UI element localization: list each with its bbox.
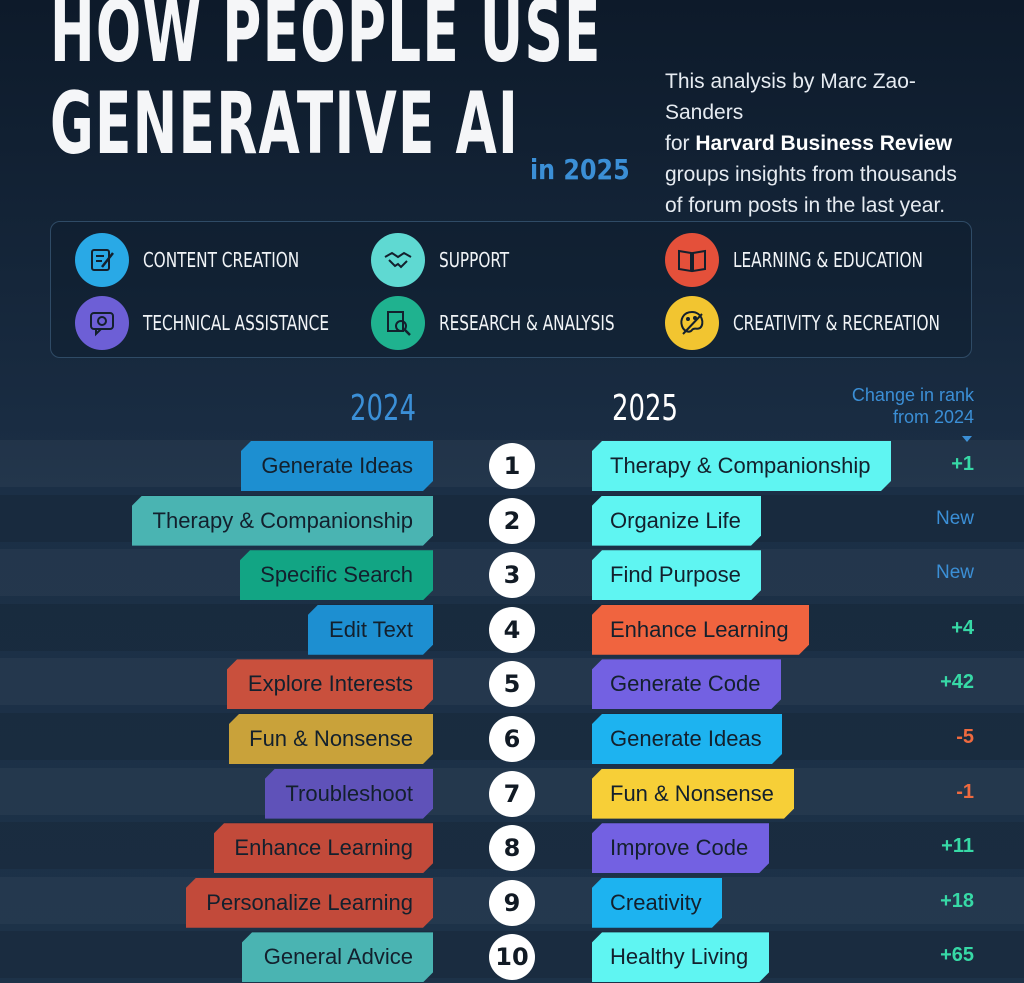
pill-2025: Generate Code xyxy=(592,659,781,709)
rank-change: +4 xyxy=(951,616,974,639)
legend-item-learning-education: LEARNING & EDUCATION xyxy=(665,233,956,287)
legend-label: RESEARCH & ANALYSIS xyxy=(439,311,615,335)
rank-badge: 6 xyxy=(489,716,535,762)
gear-chat-icon xyxy=(75,296,129,350)
rank-badge: 3 xyxy=(489,552,535,599)
column-header-2025: 2025 xyxy=(612,388,678,429)
category-legend: CONTENT CREATION SUPPORT LEARNING & EDUC… xyxy=(50,221,972,358)
legend-label: CREATIVITY & RECREATION xyxy=(733,311,940,335)
legend-item-support: SUPPORT xyxy=(371,233,522,287)
intro-text: This analysis by Marc Zao-Sanders for Ha… xyxy=(665,66,985,221)
pill-2024: Fun & Nonsense xyxy=(229,714,433,764)
rank-badge: 10 xyxy=(489,934,535,981)
pill-2024: Generate Ideas xyxy=(241,441,433,491)
pill-2025: Enhance Learning xyxy=(592,605,809,655)
documents-magnifier-icon xyxy=(371,296,425,350)
intro-line-3: groups insights from thousands xyxy=(665,163,957,186)
caret-down-icon xyxy=(962,436,972,442)
pill-2024: Troubleshoot xyxy=(265,769,433,819)
intro-line-4: of forum posts in the last year. xyxy=(665,194,946,217)
legend-item-content-creation: CONTENT CREATION xyxy=(75,233,327,287)
legend-item-creativity-recreation: CREATIVITY & RECREATION xyxy=(665,296,976,350)
rank-badge: 8 xyxy=(489,825,535,872)
notepad-pen-icon xyxy=(75,233,129,287)
handshake-icon xyxy=(371,233,425,287)
rank-badge: 5 xyxy=(489,661,535,708)
pill-2024: Personalize Learning xyxy=(186,878,433,928)
rank-change: New xyxy=(935,562,974,584)
page-title: HOW PEOPLE USE GENERATIVE AI xyxy=(50,0,602,170)
paint-palette-icon xyxy=(665,296,719,350)
pill-2025: Generate Ideas xyxy=(592,714,782,764)
pill-2024: Enhance Learning xyxy=(214,823,433,873)
open-book-icon xyxy=(665,233,719,287)
pill-2025: Healthy Living xyxy=(592,932,769,982)
legend-label: CONTENT CREATION xyxy=(143,248,300,272)
rank-change: +11 xyxy=(941,835,974,858)
legend-label: TECHNICAL ASSISTANCE xyxy=(143,311,330,335)
rank-change: +42 xyxy=(940,671,974,694)
rank-badge: 7 xyxy=(489,770,535,817)
pill-2025: Therapy & Companionship xyxy=(592,441,891,491)
legend-item-research-analysis: RESEARCH & ANALYSIS xyxy=(371,296,646,350)
pill-2024: Explore Interests xyxy=(227,659,433,709)
column-header-2024: 2024 xyxy=(350,388,416,429)
legend-item-technical-assistance: TECHNICAL ASSISTANCE xyxy=(75,296,362,350)
rank-badge: 4 xyxy=(489,606,535,653)
pill-2024: Therapy & Companionship xyxy=(132,496,433,546)
rank-change: +1 xyxy=(951,453,974,475)
rank-change: +18 xyxy=(940,889,974,912)
legend-label: SUPPORT xyxy=(439,248,510,272)
legend-label: LEARNING & EDUCATION xyxy=(733,248,923,272)
change-header-line-2: from 2024 xyxy=(892,407,974,427)
pill-2025: Improve Code xyxy=(592,823,769,873)
pill-2025: Find Purpose xyxy=(592,550,761,600)
pill-2025: Fun & Nonsense xyxy=(592,769,794,819)
rank-change: New xyxy=(935,507,974,529)
intro-line-2: for Harvard Business Review xyxy=(665,128,985,159)
rank-change: -1 xyxy=(956,780,974,803)
pill-2024: General Advice xyxy=(242,932,433,982)
rank-change: +65 xyxy=(940,944,974,967)
pill-2024: Specific Search xyxy=(240,550,433,600)
title-line-2: GENERATIVE AI xyxy=(50,74,520,174)
rank-badge: 1 xyxy=(489,443,535,489)
intro-publication: Harvard Business Review xyxy=(695,132,953,155)
title-line-1: HOW PEOPLE USE xyxy=(50,0,602,82)
intro-line-1: This analysis by Marc Zao-Sanders xyxy=(665,70,916,124)
change-column-header: Change in rank from 2024 xyxy=(852,384,974,428)
intro-prefix: for xyxy=(665,132,696,155)
rank-change: -5 xyxy=(956,726,974,748)
change-header-line-1: Change in rank xyxy=(851,385,974,405)
title-year-tag: in 2025 xyxy=(530,153,630,186)
pill-2024: Edit Text xyxy=(308,605,433,655)
rank-badge: 9 xyxy=(489,879,535,926)
pill-2025: Creativity xyxy=(592,878,722,928)
rank-badge: 2 xyxy=(489,497,535,544)
pill-2025: Organize Life xyxy=(592,496,761,546)
